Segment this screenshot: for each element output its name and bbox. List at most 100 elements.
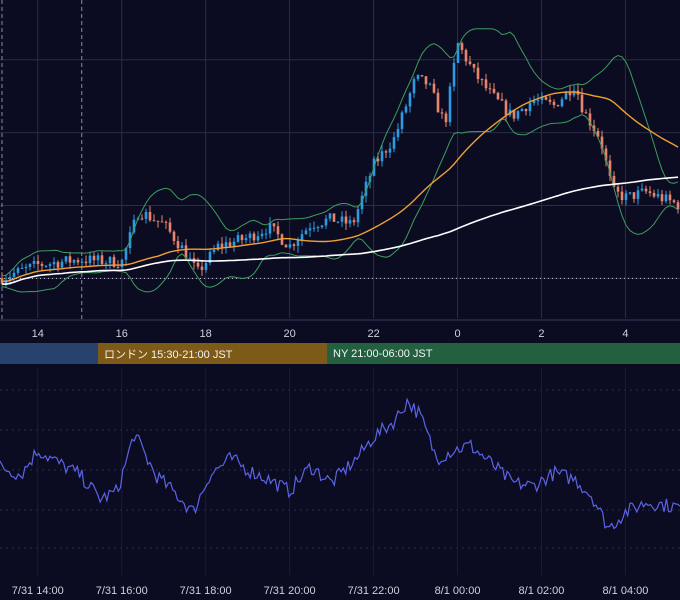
candle-body — [272, 223, 276, 227]
candle-body — [568, 91, 572, 96]
candle-body — [340, 216, 344, 222]
candle-body — [44, 265, 48, 267]
candle-body — [256, 236, 260, 241]
session-ny-bar: NY 21:00-06:00 JST — [327, 343, 680, 364]
candle-body — [124, 248, 128, 260]
candle-body — [164, 221, 168, 223]
candle-body — [312, 227, 316, 229]
candle-body — [536, 100, 540, 102]
candle-body — [624, 193, 628, 201]
price-x-tick-label: 14 — [32, 328, 44, 340]
candle-body — [648, 191, 652, 193]
session-tokyo-bar — [0, 343, 98, 364]
candle-body — [108, 256, 112, 264]
price-x-axis: 14 16 18 20 22 0 2 4 — [32, 328, 629, 340]
candle-body — [580, 94, 584, 113]
price-panel[interactable] — [0, 28, 680, 293]
candle-body — [376, 158, 380, 162]
candle-body — [420, 75, 424, 77]
candle-body — [564, 91, 568, 100]
candle-body — [224, 242, 228, 248]
candle-body — [548, 99, 552, 102]
candle-body — [472, 63, 476, 68]
candle-body — [216, 243, 220, 251]
candle-body — [24, 266, 28, 269]
candle-body — [360, 195, 364, 210]
candle-body — [364, 181, 368, 196]
candle-body — [232, 241, 236, 247]
candle-body — [200, 266, 204, 270]
price-x-tick-label: 0 — [454, 328, 460, 340]
candle-body — [460, 43, 464, 51]
candle-body — [172, 231, 176, 242]
candle-body — [668, 194, 672, 201]
time-axis: 7/31 14:00 7/31 16:00 7/31 18:00 7/31 20:00… — [12, 585, 649, 597]
candle-body — [284, 244, 288, 248]
candle-body — [336, 221, 340, 223]
candle-body — [328, 213, 332, 219]
candle-body — [600, 136, 604, 149]
candle-body — [288, 244, 292, 248]
session-london-label: ロンドン 15:30-21:00 JST — [104, 348, 233, 361]
candle-body — [596, 131, 600, 137]
candle-body — [456, 43, 460, 63]
candle-body — [316, 227, 320, 229]
candle-body — [176, 241, 180, 249]
candle-body — [332, 213, 336, 222]
candle-body — [84, 261, 88, 264]
candle-body — [440, 112, 444, 114]
time-tick-label: 8/1 02:00 — [519, 585, 565, 597]
candle-body — [264, 233, 268, 235]
candle-body — [392, 137, 396, 149]
candle-body — [660, 194, 664, 202]
candle-body — [588, 113, 592, 126]
candle-body — [240, 235, 244, 241]
candle-body — [116, 266, 120, 268]
candle-body — [64, 256, 68, 262]
candle-body — [96, 255, 100, 261]
candle-body — [184, 245, 188, 259]
candle-body — [528, 102, 532, 112]
candle-body — [112, 256, 116, 267]
candle-body — [520, 108, 524, 112]
candle-body — [524, 108, 528, 112]
candle-body — [396, 128, 400, 138]
session-ny-label: NY 21:00-06:00 JST — [333, 347, 433, 360]
candle-body — [120, 259, 124, 268]
candle-body — [100, 255, 104, 264]
candle-body — [344, 216, 348, 224]
candle-body — [404, 106, 408, 113]
candle-body — [424, 76, 428, 85]
candle-body — [676, 202, 680, 210]
candle-body — [140, 218, 144, 220]
candle-body — [492, 88, 496, 93]
candle-body — [104, 263, 108, 265]
candle-body — [608, 160, 612, 176]
candle-body — [208, 251, 212, 264]
oscillator-line — [0, 397, 680, 530]
moving-average-orange — [1, 91, 679, 283]
candle-body — [592, 125, 596, 132]
candle-body — [60, 261, 64, 268]
candle-body — [72, 260, 76, 263]
session-london-bar: ロンドン 15:30-21:00 JST — [98, 343, 327, 364]
candle-body — [540, 96, 544, 101]
candle-body — [412, 79, 416, 94]
candle-body — [16, 268, 20, 273]
candle-body — [156, 220, 160, 222]
price-x-tick-label: 4 — [622, 328, 628, 340]
candle-body — [228, 242, 232, 247]
candle-body — [656, 194, 660, 197]
time-tick-label: 7/31 18:00 — [180, 585, 232, 597]
candle-body — [196, 262, 200, 267]
candle-body — [348, 220, 352, 224]
candle-body — [160, 221, 164, 223]
oscillator-gridlines — [0, 368, 680, 575]
time-tick-label: 7/31 20:00 — [264, 585, 316, 597]
candle-body — [488, 88, 492, 90]
oscillator-panel[interactable] — [0, 397, 680, 530]
candle-body — [20, 268, 24, 270]
candle-body — [480, 79, 484, 81]
time-tick-label: 8/1 00:00 — [435, 585, 481, 597]
